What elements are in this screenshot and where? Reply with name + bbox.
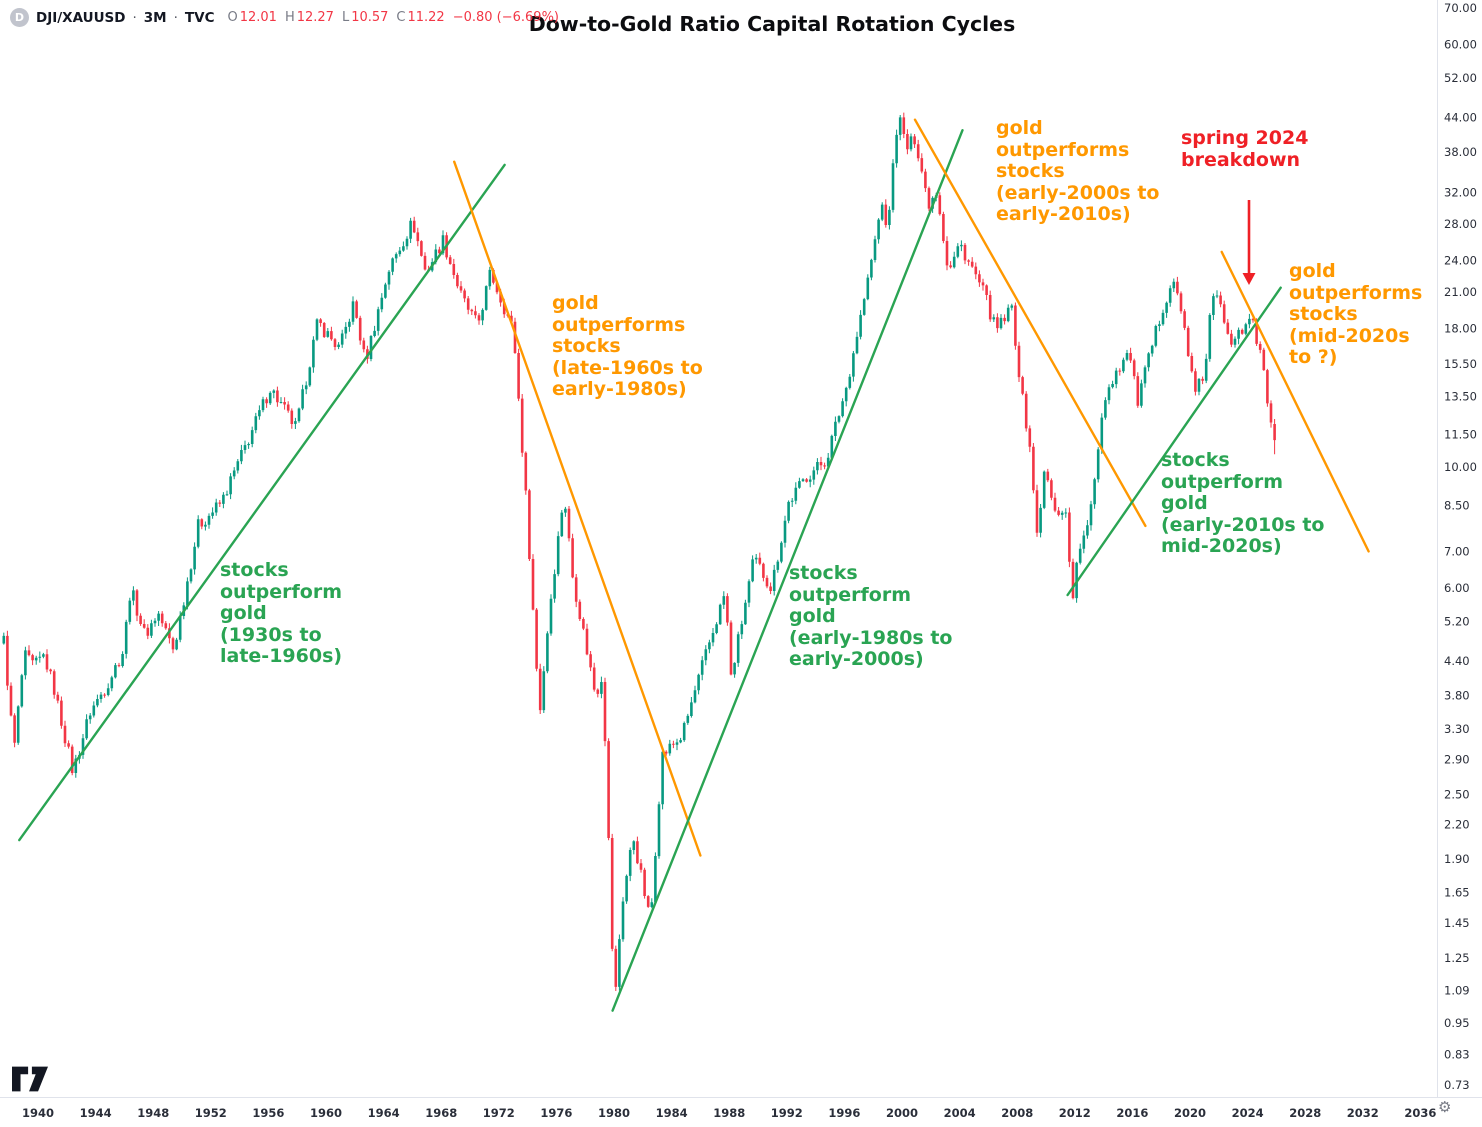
symbol-name[interactable]: DJI/XAUUSD xyxy=(36,9,126,26)
price-axis-label: 1.25 xyxy=(1444,951,1470,965)
price-axis-label: 2.50 xyxy=(1444,787,1470,801)
price-axis-label: 4.40 xyxy=(1444,654,1470,668)
change-value: −0.80 (−6.69%) xyxy=(452,10,560,25)
tradingview-logo-icon xyxy=(12,1066,48,1092)
trendline-uptrend-early-2010s-to-mid-2020s[interactable] xyxy=(1066,286,1282,597)
price-axis-label: 1.65 xyxy=(1444,886,1470,900)
price-axis-label: 6.00 xyxy=(1444,581,1470,595)
price-axis-label: 60.00 xyxy=(1444,37,1477,51)
price-axis-label: 70.00 xyxy=(1444,1,1477,15)
time-axis-label: 1968 xyxy=(425,1106,457,1120)
close-label: C xyxy=(396,10,406,25)
time-axis-label: 1940 xyxy=(22,1106,54,1120)
trendline-uptrend-1930s-to-1960s[interactable] xyxy=(18,163,506,842)
time-axis-label: 2016 xyxy=(1116,1106,1148,1120)
price-axis-label: 0.95 xyxy=(1444,1016,1470,1030)
price-axis-label: 8.50 xyxy=(1444,499,1470,513)
breakdown-arrow[interactable] xyxy=(1242,200,1256,285)
price-axis-label: 1.09 xyxy=(1444,983,1470,997)
symbol-logo-icon[interactable]: D xyxy=(10,8,29,27)
annotation-stocks-outperform-early-2010s[interactable]: stocks outperform gold (early-2010s to m… xyxy=(1161,449,1325,557)
candlesticks xyxy=(2,112,1276,992)
time-axis-label: 1984 xyxy=(656,1106,688,1120)
legend-separator: · xyxy=(132,9,137,26)
ohlc-readout: O 12.01 H 12.27 L 10.57 C 11.22 −0.80 (−6.69… xyxy=(227,10,559,25)
price-axis-label: 38.00 xyxy=(1444,145,1477,159)
open-label: O xyxy=(227,10,238,25)
price-axis-label: 24.00 xyxy=(1444,254,1477,268)
time-axis-label: 1960 xyxy=(310,1106,342,1120)
time-axis-label: 1952 xyxy=(195,1106,227,1120)
trendline-downtrend-late-1960s-to-early-1980s[interactable] xyxy=(453,160,702,857)
tradingview-logo[interactable] xyxy=(12,1066,48,1092)
time-axis[interactable]: 1940 1944 1948 1952 1956 1960 1964 1968 1972 1976… xyxy=(22,1106,1436,1120)
time-axis-label: 1988 xyxy=(713,1106,745,1120)
symbol-exchange[interactable]: TVC xyxy=(184,9,215,26)
price-axis-label: 5.20 xyxy=(1444,615,1470,629)
price-axis-label: 0.73 xyxy=(1444,1078,1470,1092)
time-axis-label: 1944 xyxy=(80,1106,112,1120)
annotation-stocks-outperform-early-1980s[interactable]: stocks outperform gold (early-1980s to e… xyxy=(789,562,953,670)
price-axis-label: 18.00 xyxy=(1444,322,1477,336)
time-axis-label: 2028 xyxy=(1289,1106,1321,1120)
annotation-stocks-outperform-1930s[interactable]: stocks outperform gold (1930s to late-19… xyxy=(220,559,343,667)
price-axis-label: 44.00 xyxy=(1444,111,1477,125)
time-axis-label: 2000 xyxy=(886,1106,918,1120)
low-label: L xyxy=(341,10,350,25)
open-value: 12.01 xyxy=(239,10,277,25)
time-axis-label: 1948 xyxy=(137,1106,169,1120)
annotation-spring-2024-breakdown[interactable]: spring 2024 breakdown xyxy=(1181,127,1309,171)
time-axis-label: 2024 xyxy=(1232,1106,1264,1120)
time-axis-label: 1956 xyxy=(252,1106,284,1120)
symbol-interval[interactable]: 3M xyxy=(143,9,167,26)
time-axis-label: 2012 xyxy=(1059,1106,1091,1120)
annotation-gold-outperforms-late-1960s[interactable]: gold outperforms stocks (late-1960s to e… xyxy=(552,292,703,400)
price-axis-label: 10.00 xyxy=(1444,460,1477,474)
annotation-gold-outperforms-early-2000s[interactable]: gold outperforms stocks (early-2000s to … xyxy=(996,117,1160,225)
trendline-uptrend-early-1980s-to-early-2000s[interactable] xyxy=(611,128,964,1012)
time-axis-label: 2032 xyxy=(1347,1106,1379,1120)
low-value: 10.57 xyxy=(351,10,389,25)
trendline-downtrend-mid-2020s[interactable] xyxy=(1220,250,1370,553)
price-axis-label: 3.80 xyxy=(1444,689,1470,703)
price-axis-label: 15.50 xyxy=(1444,357,1477,371)
price-axis-label: 1.45 xyxy=(1444,916,1470,930)
annotation-gold-outperforms-mid-2020s[interactable]: gold outperforms stocks (mid-2020s to ?) xyxy=(1289,260,1423,368)
price-axis-label: 3.30 xyxy=(1444,722,1470,736)
price-axis[interactable]: 70.00 60.00 52.00 44.00 38.00 32.00 28.00 24.00… xyxy=(1444,1,1477,1092)
legend-separator: · xyxy=(173,9,178,26)
time-axis-label: 2036 xyxy=(1404,1106,1436,1120)
time-axis-label: 1996 xyxy=(828,1106,860,1120)
time-axis-label: 2008 xyxy=(1001,1106,1033,1120)
time-axis-label: 2020 xyxy=(1174,1106,1206,1120)
price-axis-label: 0.83 xyxy=(1444,1048,1470,1062)
time-axis-label: 1972 xyxy=(483,1106,515,1120)
price-axis-label: 32.00 xyxy=(1444,186,1477,200)
close-value: 11.22 xyxy=(407,10,445,25)
price-axis-label: 28.00 xyxy=(1444,217,1477,231)
chart-title[interactable]: Dow-to-Gold Ratio Capital Rotation Cycle… xyxy=(528,12,1016,36)
high-value: 12.27 xyxy=(296,10,334,25)
price-axis-label: 21.00 xyxy=(1444,285,1477,299)
price-axis-label: 11.50 xyxy=(1444,427,1477,441)
price-axis-label: 2.90 xyxy=(1444,752,1470,766)
price-axis-label: 2.20 xyxy=(1444,818,1470,832)
price-axis-label: 52.00 xyxy=(1444,71,1477,85)
time-axis-label: 1992 xyxy=(771,1106,803,1120)
high-label: H xyxy=(284,10,295,25)
time-axis-label: 2004 xyxy=(944,1106,976,1120)
axis-settings-icon[interactable]: ⚙ xyxy=(1438,1098,1452,1116)
trendline-downtrend-early-2000s-to-early-2010s[interactable] xyxy=(913,118,1147,528)
time-axis-label: 1964 xyxy=(368,1106,400,1120)
price-axis-label: 13.50 xyxy=(1444,389,1477,403)
price-axis-label: 1.90 xyxy=(1444,852,1470,866)
price-axis-label: 7.00 xyxy=(1444,544,1470,558)
time-axis-label: 1976 xyxy=(540,1106,572,1120)
time-axis-label: 1980 xyxy=(598,1106,630,1120)
